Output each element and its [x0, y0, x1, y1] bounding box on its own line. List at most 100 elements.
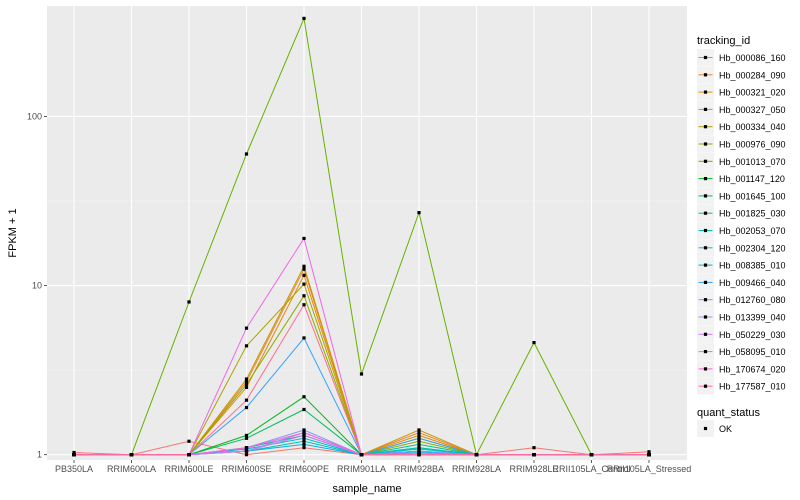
x-tick-label: RRIM928LE: [509, 464, 558, 474]
data-point: [244, 398, 249, 402]
data-point: [187, 300, 191, 304]
grid-lines: [47, 6, 687, 460]
legend-key-point: [703, 228, 708, 233]
data-point: [302, 439, 306, 443]
legend-key-point: [703, 177, 708, 181]
legend-label: Hb_000327_050: [719, 105, 786, 115]
data-point: [244, 449, 249, 453]
data-point: [417, 431, 421, 435]
data-point: [302, 336, 306, 340]
legend-title: tracking_id: [697, 35, 750, 47]
shape-legend-label: OK: [719, 424, 732, 434]
legend-key-point: [703, 125, 708, 129]
data-point: [589, 453, 594, 457]
data-point: [244, 453, 249, 457]
data-point: [302, 442, 306, 447]
data-point: [417, 436, 421, 440]
data-point: [244, 152, 249, 156]
data-points: [72, 16, 651, 457]
data-point: [302, 273, 306, 277]
data-point: [244, 380, 249, 384]
data-point: [244, 377, 249, 381]
x-axis-title: sample_name: [332, 483, 401, 495]
shape-legend-key-point: [703, 426, 708, 431]
legend-label: Hb_000334_040: [719, 122, 786, 132]
data-point: [244, 436, 249, 440]
legend-key-point: [703, 350, 708, 354]
data-point: [359, 372, 364, 376]
x-tick-label: RRIM928LA: [452, 464, 501, 474]
data-point: [302, 294, 306, 298]
legend-key-point: [703, 315, 708, 319]
legend-label: Hb_000284_090: [719, 70, 786, 80]
legend-key-point: [703, 73, 708, 77]
y-axis: 1 10 100: [27, 111, 47, 460]
plot-panel: [47, 6, 687, 460]
legend-label: Hb_001645_100: [719, 191, 786, 201]
legend-key-point: [703, 90, 708, 94]
data-point: [244, 433, 249, 438]
data-point: [417, 449, 421, 453]
data-point: [417, 447, 421, 451]
data-point: [244, 446, 249, 450]
legend-label: Hb_170674_020: [719, 364, 786, 374]
legend-key-point: [703, 263, 708, 267]
data-point: [302, 407, 306, 412]
data-point: [302, 428, 306, 432]
data-point: [532, 446, 536, 450]
data-point: [302, 264, 306, 268]
legend-key-point: [703, 159, 708, 163]
x-tick-label: RRIM600PE: [279, 464, 329, 474]
legend-label: Hb_002053_070: [719, 226, 786, 236]
legend-label: Hb_008385_010: [719, 261, 786, 271]
y-tick-label: 100: [27, 111, 42, 121]
data-point: [244, 405, 249, 410]
data-point: [417, 439, 421, 443]
legend-key-point: [703, 246, 708, 250]
data-point: [417, 211, 421, 215]
x-tick-label: RRII105LA_Stressed: [607, 464, 692, 474]
data-point: [302, 446, 306, 450]
x-tick-label: RRIM600SE: [221, 464, 271, 474]
data-point: [302, 16, 306, 21]
legend-label: Hb_002304_120: [719, 243, 786, 253]
shape-legend-title: quant_status: [697, 407, 760, 419]
legend-key-point: [703, 367, 708, 371]
legend-label: Hb_177587_010: [719, 382, 786, 392]
x-tick-label: RRIM901LA: [337, 464, 386, 474]
x-axis: PB350LA RRIM600LA RRIM600LE RRIM600SE RRIM60…: [55, 460, 691, 474]
y-axis-title: FPKM + 1: [7, 208, 19, 257]
legend-label: Hb_012760_080: [719, 295, 786, 305]
data-point: [302, 436, 306, 440]
legend-label: Hb_058095_010: [719, 347, 786, 357]
data-point: [474, 453, 479, 457]
data-point: [129, 453, 134, 457]
data-point: [244, 382, 249, 387]
x-tick-label: RRII105LA_Control: [552, 464, 630, 474]
shape-legend: quant_status OK: [697, 407, 760, 437]
y-tick-label: 10: [32, 281, 42, 291]
data-point: [244, 326, 249, 330]
legend-key-point: [703, 211, 708, 215]
legend-label: Hb_001013_070: [719, 157, 786, 167]
legend-label: Hb_000321_020: [719, 88, 786, 98]
x-tick-label: PB350LA: [55, 464, 93, 474]
data-point: [302, 431, 306, 435]
legend-label: Hb_050229_030: [719, 330, 786, 340]
legend-label: Hb_009466_040: [719, 278, 786, 288]
data-point: [244, 385, 249, 389]
legend-key-point: [703, 298, 708, 302]
y-tick-label: 1: [37, 450, 42, 460]
data-point: [302, 267, 306, 271]
data-point: [359, 453, 364, 457]
legend-label: Hb_000976_090: [719, 140, 786, 150]
data-point: [187, 439, 191, 443]
data-point: [417, 453, 421, 457]
legend-label: Hb_001825_030: [719, 209, 786, 219]
legend-label: Hb_013399_040: [719, 313, 786, 323]
legend-key-point: [703, 107, 708, 111]
legend-label: Hb_000086_160: [719, 53, 786, 63]
data-point: [647, 453, 651, 457]
legend-label: Hb_001147_120: [719, 174, 785, 184]
